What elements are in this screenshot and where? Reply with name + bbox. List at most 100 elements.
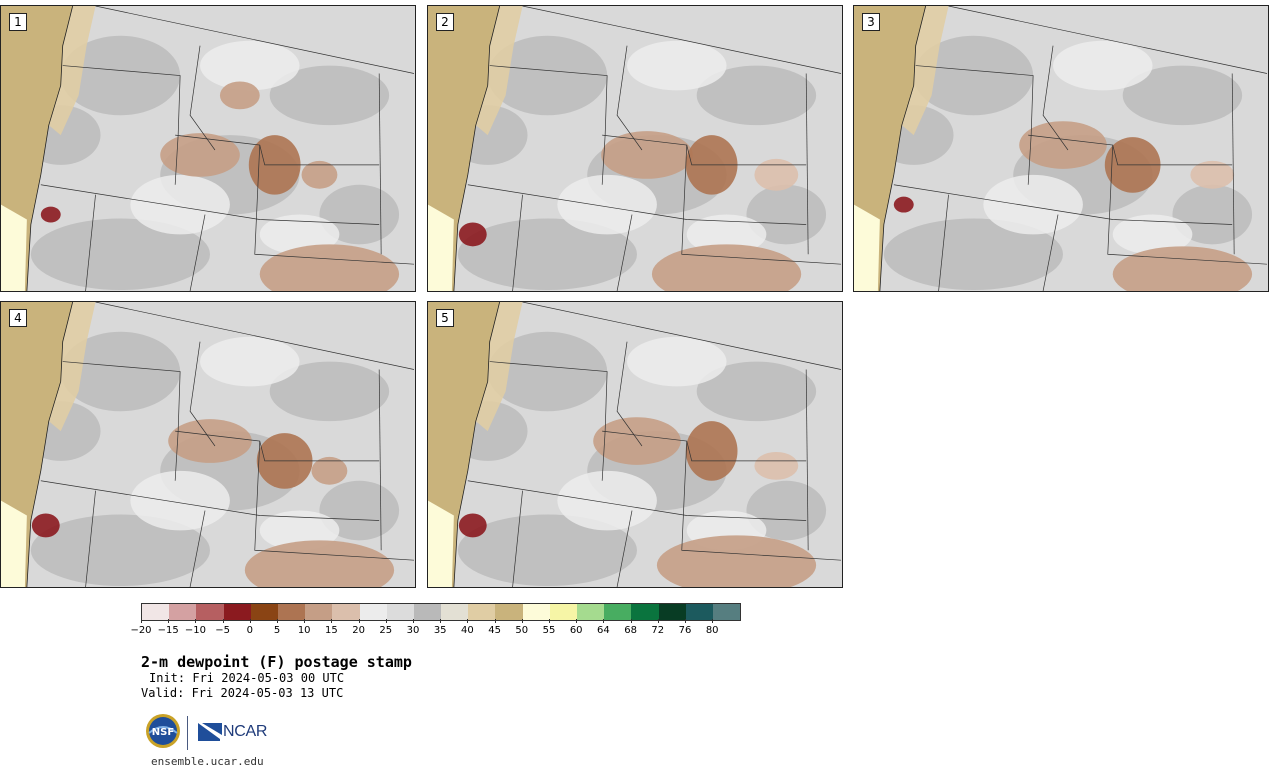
colorbar-swatch	[250, 604, 278, 620]
colorbar-tick	[331, 619, 333, 623]
colorbar-tick	[712, 619, 714, 623]
state-border	[1042, 45, 1069, 151]
dewpoint-blob	[754, 451, 799, 480]
coastline	[453, 302, 501, 587]
ocean-region	[854, 204, 880, 291]
state-border	[175, 430, 380, 462]
dewpoint-map	[428, 6, 842, 291]
state-border	[95, 302, 415, 370]
state-border	[189, 341, 216, 447]
colorbar-swatch	[142, 604, 170, 620]
state-border	[95, 6, 415, 74]
state-border	[616, 214, 633, 291]
dewpoint-blob	[1190, 160, 1235, 189]
colorbar-tick-label: −20	[130, 625, 152, 636]
colorbar-tick	[549, 619, 550, 623]
colorbar-swatch	[712, 604, 741, 620]
colorbar-swatch	[468, 604, 496, 620]
colorbar-swatch	[495, 604, 523, 620]
colorbar-tick-label: 0	[246, 625, 253, 636]
state-border	[893, 184, 1233, 225]
colorbar-swatch	[604, 604, 632, 620]
dewpoint-blob	[656, 535, 817, 587]
colorbar-tick	[521, 619, 523, 623]
colorbar-swatch	[196, 604, 224, 620]
dewpoint-blob	[593, 417, 681, 465]
colorbar-swatch	[631, 604, 659, 620]
state-border	[40, 184, 380, 225]
state-border	[378, 369, 382, 551]
terrain-zone	[457, 514, 637, 587]
map-panel: 2	[427, 5, 843, 292]
terrain-zone	[200, 336, 300, 387]
colorbar-tick-label: 45	[488, 625, 501, 636]
colorbar-tick	[413, 619, 414, 623]
coastline	[26, 302, 74, 587]
colorbar-swatch	[549, 604, 577, 620]
coastline	[26, 6, 74, 291]
state-border	[938, 194, 949, 291]
member-number-label: 1	[9, 13, 27, 31]
colorbar-tick-label: −10	[184, 625, 206, 636]
state-border	[805, 73, 809, 255]
dewpoint-blob	[458, 222, 487, 247]
colorbar-swatch	[169, 604, 197, 620]
colorbar-tick	[630, 619, 632, 623]
state-border	[522, 6, 842, 74]
terrain-zone	[259, 510, 340, 551]
state-border	[1107, 145, 1268, 265]
nsf-logo: NSF	[146, 714, 180, 748]
colorbar-tick	[494, 619, 496, 623]
dewpoint-blob	[160, 133, 240, 177]
state-border	[40, 480, 380, 521]
colorbar-tick-label: 40	[461, 625, 474, 636]
terrain-zone	[746, 184, 827, 245]
map-panel: 3	[853, 5, 1269, 292]
dewpoint-blob	[259, 244, 400, 291]
terrain-zone	[696, 65, 817, 126]
colorbar-tick	[576, 619, 578, 623]
colorbar-tick-label: 20	[352, 625, 365, 636]
colorbar-swatch	[685, 604, 713, 620]
coastal-band	[48, 6, 96, 136]
plot-title: 2-m dewpoint (F) postage stamp	[141, 653, 412, 671]
terrain-zone	[130, 174, 230, 235]
terrain-zone	[487, 331, 608, 412]
terrain-zone	[60, 35, 181, 116]
coastal-band	[475, 6, 523, 136]
terrain-zone	[30, 514, 210, 587]
coastal-band	[48, 302, 96, 432]
colorbar-swatch	[658, 604, 686, 620]
member-number-label: 2	[436, 13, 454, 31]
state-border	[915, 65, 1034, 185]
dewpoint-blob	[311, 456, 348, 485]
dewpoint-blob	[458, 513, 487, 538]
dewpoint-blob	[754, 158, 799, 191]
colorbar-swatch	[359, 604, 387, 620]
state-border	[1028, 134, 1233, 166]
state-border	[62, 361, 181, 481]
colorbar-tick	[603, 619, 605, 623]
map-panel: 5	[427, 301, 843, 588]
logo-group: NSF NCAR	[145, 713, 275, 753]
state-border	[189, 214, 206, 291]
terrain-zone	[1172, 184, 1253, 245]
dewpoint-blob	[1019, 121, 1107, 169]
terrain-zone	[627, 336, 727, 387]
terrain-zone	[983, 174, 1083, 235]
colorbar-tick	[141, 619, 142, 623]
nsf-logo-text: NSF	[152, 727, 174, 738]
colorbar-tick-label: −5	[215, 625, 230, 636]
colorbar-tick-label: 10	[297, 625, 311, 636]
colorbar-tick	[467, 619, 469, 623]
terrain-zone	[1112, 214, 1193, 255]
colorbar-tick	[222, 619, 224, 623]
dewpoint-blob	[651, 244, 802, 291]
colorbar-swatch	[441, 604, 469, 620]
ocean-region	[428, 204, 454, 291]
state-border	[254, 441, 415, 561]
colorbar-tick-label: 80	[705, 625, 719, 636]
state-border	[467, 184, 807, 225]
colorbar-tick-label: 35	[433, 625, 447, 636]
terrain-zone	[557, 470, 657, 531]
